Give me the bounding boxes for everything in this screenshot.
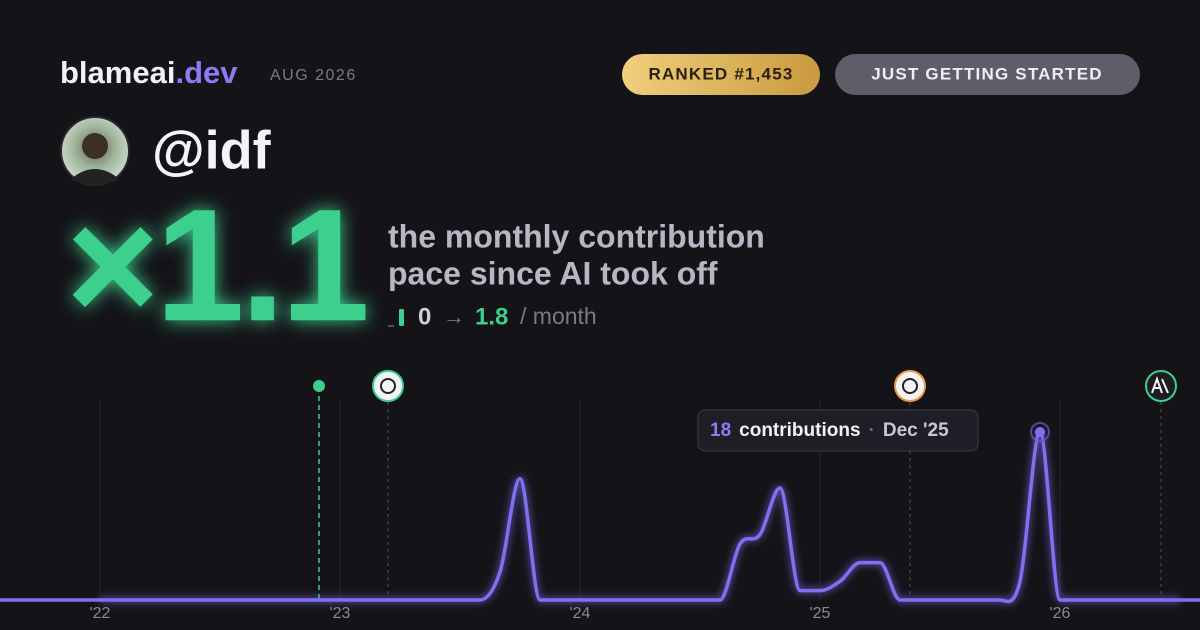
tooltip-text: 18 contributions · Dec '25 <box>710 420 949 441</box>
rank-badge-bg <box>622 54 820 95</box>
highlight-dot <box>1035 427 1045 437</box>
tooltip-label: contributions <box>739 420 860 441</box>
avatar-head <box>82 133 108 159</box>
brand: blameai.dev <box>60 55 238 90</box>
x-tick-label: '24 <box>570 605 591 622</box>
stat-before: 0 <box>418 303 431 330</box>
avatar-figure <box>72 169 118 185</box>
model-icon <box>372 370 404 402</box>
status-badge: JUST GETTING STARTED <box>871 64 1102 83</box>
tooltip-date: Dec '25 <box>883 420 949 441</box>
x-tick-label: '23 <box>330 605 351 622</box>
stat-after: 1.8 <box>475 303 508 330</box>
model-icon <box>1145 370 1177 402</box>
x-tick-label: '25 <box>810 605 831 622</box>
model-icon-glyph <box>1151 376 1169 394</box>
tooltip-separator: · <box>869 420 875 441</box>
rank-badge: RANKED #1,453 <box>648 64 793 83</box>
x-tick-label: '22 <box>90 605 111 622</box>
brand-name: blameai <box>60 55 175 90</box>
description: the monthly contribution <box>388 218 765 254</box>
tooltip: 18 contributions · Dec '25 <box>697 409 979 452</box>
brand-suffix: .dev <box>175 55 238 90</box>
username: @idf <box>152 120 272 180</box>
tooltip-bg <box>697 409 979 452</box>
multiplier: ×1.1 <box>66 175 366 354</box>
model-icon-glyph <box>380 378 396 394</box>
highlight-ring <box>1030 422 1050 442</box>
description: pace since AI took off <box>388 255 718 291</box>
stat-arrow: → <box>443 304 465 329</box>
event-dot <box>313 380 325 392</box>
chart: '22 '23 '24 '25 '26 18 contributions · Dec '25 <box>0 370 1200 622</box>
mini-bar-after <box>399 309 404 326</box>
status-badge-bg <box>835 54 1140 95</box>
tooltip-value: 18 <box>710 420 731 441</box>
model-icon-glyph <box>902 378 918 394</box>
line <box>99 430 1180 604</box>
stat-unit: / month <box>520 303 597 329</box>
model-icon <box>894 370 926 402</box>
x-tick-label: '26 <box>1050 605 1071 622</box>
date: AUG 2026 <box>270 67 357 84</box>
